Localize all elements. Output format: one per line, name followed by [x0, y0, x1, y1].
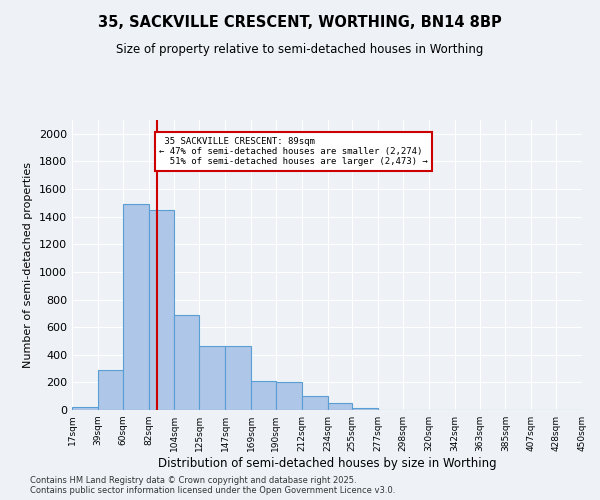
Bar — [149, 210, 175, 410]
Bar — [251, 381, 276, 410]
Bar — [352, 408, 378, 410]
Bar — [175, 314, 199, 410]
Bar — [199, 346, 225, 410]
Y-axis label: Number of semi-detached properties: Number of semi-detached properties — [23, 162, 34, 368]
Bar — [302, 396, 328, 410]
Bar — [225, 346, 251, 410]
X-axis label: Distribution of semi-detached houses by size in Worthing: Distribution of semi-detached houses by … — [158, 457, 496, 470]
Text: Size of property relative to semi-detached houses in Worthing: Size of property relative to semi-detach… — [116, 42, 484, 56]
Bar — [98, 370, 122, 410]
Text: Contains HM Land Registry data © Crown copyright and database right 2025.
Contai: Contains HM Land Registry data © Crown c… — [30, 476, 395, 495]
Bar — [328, 403, 352, 410]
Bar — [72, 407, 98, 410]
Text: 35 SACKVILLE CRESCENT: 89sqm
← 47% of semi-detached houses are smaller (2,274)
 : 35 SACKVILLE CRESCENT: 89sqm ← 47% of se… — [159, 136, 428, 166]
Bar — [122, 204, 149, 410]
Text: 35, SACKVILLE CRESCENT, WORTHING, BN14 8BP: 35, SACKVILLE CRESCENT, WORTHING, BN14 8… — [98, 15, 502, 30]
Bar — [276, 382, 302, 410]
